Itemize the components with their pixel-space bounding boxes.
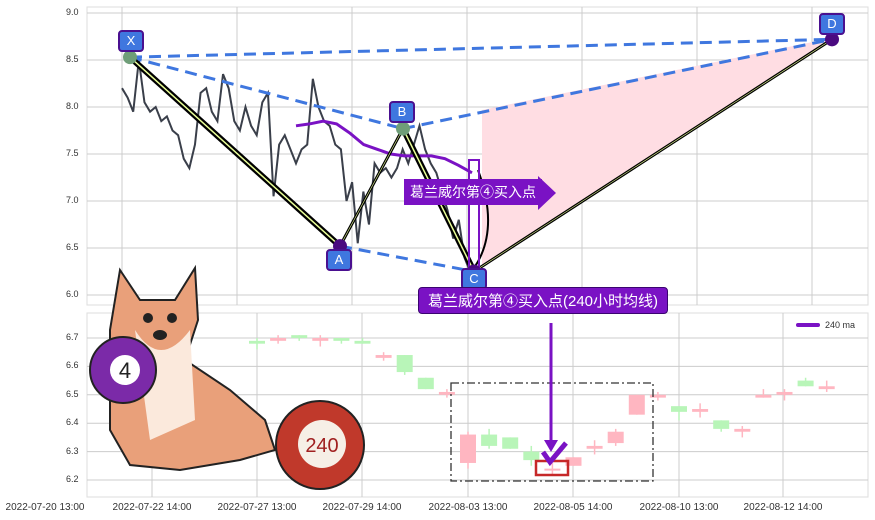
candle-body: [312, 338, 329, 341]
y-tick-top: 8.0: [66, 101, 79, 111]
x-tick: 2022-07-20 13:00: [5, 502, 85, 513]
pattern-point: [825, 32, 839, 47]
x-tick: 2022-07-29 14:00: [322, 502, 402, 513]
granville-box-label: 葛兰威尔第④买入点(240小时均线): [418, 287, 669, 314]
y-tick-bottom: 6.4: [66, 417, 79, 428]
candle-body: [270, 338, 287, 341]
candle-body: [544, 468, 561, 471]
candle-body: [776, 391, 793, 395]
y-tick-top: 6.0: [66, 289, 79, 299]
candle-body: [481, 434, 498, 446]
y-tick-bottom: 6.6: [66, 360, 79, 371]
y-tick-bottom: 6.5: [66, 388, 79, 399]
legend-swatch: [796, 323, 820, 327]
candle-body: [818, 386, 835, 390]
candle-body: [502, 437, 519, 449]
top-plot-area: [86, 6, 869, 306]
y-tick-bottom: 6.7: [66, 332, 79, 342]
pattern-leg-highlight: [473, 39, 833, 272]
legend-label: 240 ma: [825, 320, 856, 330]
candle-body: [607, 431, 624, 444]
candle-body: [734, 428, 751, 432]
x-tick: 2022-08-12 14:00: [743, 502, 823, 513]
candle-body: [649, 394, 666, 398]
candle-body: [354, 340, 371, 344]
dashed-trendline: [402, 37, 833, 131]
candle-body: [797, 380, 814, 387]
x-tick: 2022-08-05 14:00: [533, 502, 613, 513]
candle-body: [291, 335, 308, 338]
point-b-label: B: [389, 101, 415, 123]
x-tick: 2022-08-10 13:00: [639, 502, 719, 513]
candle-body: [460, 434, 476, 463]
candle-body: [396, 355, 413, 373]
dashed-trendline: [339, 244, 475, 273]
pattern-point: [123, 50, 137, 65]
x-tick: 2022-07-27 13:00: [217, 502, 297, 513]
bottom-plot-area: [86, 312, 869, 498]
legend: 240 ma: [796, 320, 855, 330]
point-a-label: A: [326, 249, 352, 271]
candle-body: [375, 355, 392, 358]
y-tick-bottom: 6.3: [66, 445, 79, 456]
pattern-leg-highlight: [339, 128, 404, 247]
x-tick: 2022-08-03 13:00: [428, 502, 508, 513]
candle-body: [565, 457, 582, 466]
pattern-point: [396, 121, 410, 136]
dashed-trendline: [129, 37, 833, 59]
point-x-label: X: [118, 30, 144, 52]
candle-body: [438, 391, 455, 395]
y-tick-bottom: 6.2: [66, 474, 79, 484]
granville-arrow-label: 葛兰威尔第④买入点: [404, 179, 542, 205]
pattern-leg-highlight: [129, 56, 341, 247]
y-tick-top: 7.5: [66, 148, 79, 158]
arrow-right-icon: [538, 176, 556, 210]
candle-body: [755, 394, 772, 398]
point-d-label: D: [819, 13, 845, 35]
down-arrow-head: [544, 440, 558, 452]
y-tick-top: 6.5: [66, 242, 79, 252]
y-tick-top: 9.0: [66, 7, 79, 17]
candle-body: [586, 445, 603, 449]
dashed-trendline: [129, 55, 404, 131]
candle-body: [249, 340, 265, 344]
candle-body: [523, 451, 540, 461]
candle-body: [417, 377, 434, 390]
candle-body: [333, 338, 350, 341]
ma240-line: [295, 119, 473, 175]
candle-body: [628, 394, 645, 415]
candle-body: [713, 420, 730, 429]
x-tick: 2022-07-22 14:00: [112, 502, 192, 513]
candle-body: [692, 409, 709, 412]
y-tick-top: 8.5: [66, 54, 79, 64]
y-tick-top: 7.0: [66, 195, 79, 205]
candle-body: [671, 406, 687, 412]
checkmark-icon: [540, 441, 568, 467]
